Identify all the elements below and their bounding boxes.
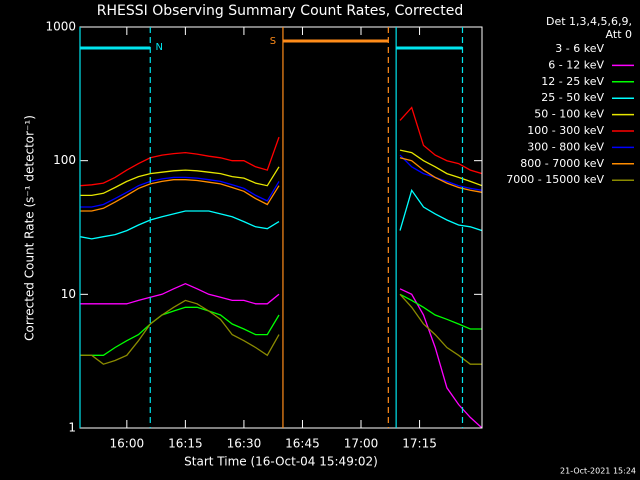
series-line [80, 188, 482, 240]
y-tick-label: 1000 [45, 20, 76, 34]
y-tick-label: 1 [68, 421, 76, 435]
y-tick-label: 10 [61, 287, 76, 301]
x-tick-label: 17:15 [402, 437, 437, 451]
legend-label: 25 - 50 keV [541, 91, 604, 104]
legend-label: 7000 - 15000 keV [506, 173, 604, 186]
legend-label: 800 - 7000 keV [520, 157, 604, 170]
chart-title: RHESSI Observing Summary Count Rates, Co… [97, 3, 463, 19]
series-line [80, 293, 482, 365]
series-line [80, 157, 482, 212]
legend-label: 6 - 12 keV [548, 58, 604, 71]
plot-area [80, 106, 482, 428]
series-line [80, 106, 482, 187]
flag-label: N [156, 42, 163, 53]
x-tick-label: 16:45 [285, 437, 320, 451]
series-line [80, 282, 482, 428]
legend-label: 300 - 800 keV [527, 140, 604, 153]
legend-title: Det 1,3,4,5,6,9, [546, 15, 632, 28]
legend-label: 100 - 300 keV [527, 124, 604, 137]
legend-label: 12 - 25 keV [541, 75, 604, 88]
series-line [80, 154, 482, 208]
x-tick-label: 16:00 [110, 437, 145, 451]
x-tick-label: 16:15 [168, 437, 203, 451]
x-axis-label: Start Time (16-Oct-04 15:49:02) [184, 455, 378, 469]
flag-label: S [270, 36, 276, 47]
legend-label: 3 - 6 keV [555, 42, 604, 55]
y-axis-label: Corrected Count Rate (s⁻¹ detector⁻¹) [23, 115, 37, 341]
legend-title: Att 0 [606, 28, 632, 41]
series-line [80, 293, 482, 356]
legend-label: 50 - 100 keV [534, 108, 604, 121]
y-tick-label: 100 [53, 153, 76, 167]
footer-date: 21-Oct-2021 15:24 [560, 467, 636, 476]
series-line [80, 149, 482, 197]
series-line [80, 333, 442, 428]
x-tick-label: 17:00 [344, 437, 379, 451]
x-tick-label: 16:30 [227, 437, 262, 451]
